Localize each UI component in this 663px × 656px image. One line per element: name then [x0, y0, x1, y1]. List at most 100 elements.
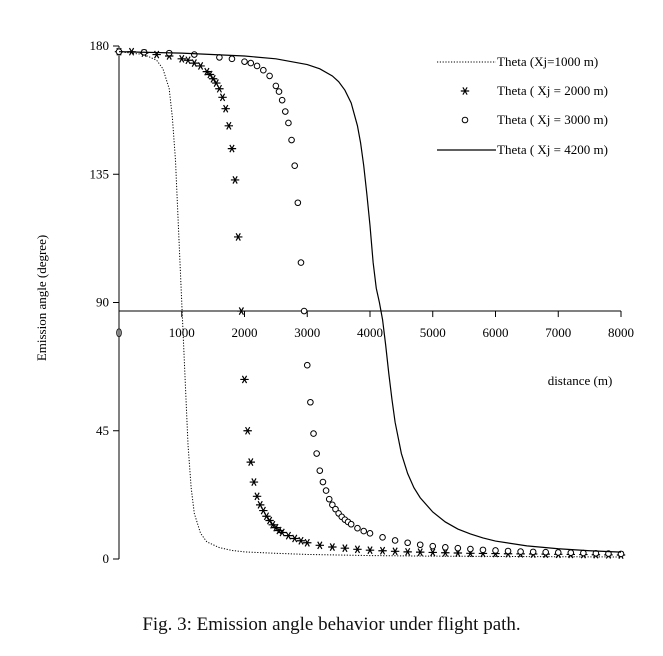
asterisk-marker: [296, 536, 306, 545]
asterisk-marker: [196, 62, 205, 70]
data-point: [259, 506, 268, 515]
data-point: [329, 501, 336, 509]
data-point: [281, 108, 289, 115]
data-point: [190, 59, 199, 68]
series-line: [118, 51, 622, 558]
x-tick-label: 1000: [169, 325, 195, 340]
data-point: [303, 361, 311, 369]
asterisk-marker: [303, 538, 312, 547]
x-tick-label: 5000: [420, 325, 446, 340]
data-point: [260, 66, 267, 74]
asterisk-marker: [340, 544, 350, 553]
data-point: [284, 531, 293, 540]
asterisk-marker: [177, 54, 186, 63]
data-point: [255, 500, 265, 509]
data-point: [221, 104, 230, 113]
legend: Theta (Xj=1000 m) Theta ( Xj = 2000 m) The…: [437, 54, 608, 157]
asterisk-marker: [255, 500, 265, 509]
data-point: [315, 541, 324, 550]
data-point: [297, 259, 305, 266]
y-axis: 0 45 90 135 180: [90, 38, 120, 566]
data-point: [479, 546, 487, 554]
data-point: [294, 199, 302, 207]
data-point: [303, 538, 312, 547]
data-point: [319, 478, 327, 486]
data-point: [310, 430, 317, 437]
legend-entry-3: Theta ( Xj = 3000 m): [461, 112, 608, 127]
data-point: [240, 375, 249, 384]
data-point: [332, 505, 339, 513]
y-tick-label: 180: [90, 38, 110, 53]
asterisk-marker: [208, 74, 218, 83]
asterisk-marker: [252, 492, 262, 501]
data-point: [340, 544, 350, 553]
x-axis: 0 1000 2000 3000 4000 5000 6000 7000 8000: [116, 310, 634, 340]
data-point: [243, 426, 252, 435]
asterisk-marker: [221, 104, 230, 113]
data-point: [191, 51, 198, 58]
data-point: [300, 307, 308, 315]
x-tick-label: 8000: [608, 325, 634, 340]
data-point: [404, 539, 411, 547]
y-tick-label: 135: [90, 166, 110, 181]
data-point: [224, 121, 234, 130]
legend-swatch: [461, 116, 469, 124]
asterisk-marker: [428, 548, 437, 557]
data-point: [252, 492, 262, 501]
asterisk-marker: [378, 546, 387, 555]
data-point: [237, 307, 246, 315]
figure-caption: Fig. 3: Emission angle behavior under fl…: [142, 614, 521, 635]
x-tick-label: 0: [116, 325, 123, 340]
data-point: [492, 547, 499, 554]
data-point: [277, 528, 287, 537]
asterisk-marker: [183, 56, 193, 65]
data-point: [249, 478, 259, 486]
data-point: [290, 534, 299, 543]
data-point: [554, 549, 562, 556]
legend-entry-1: Theta (Xj=1000 m): [437, 54, 598, 69]
data-point: [196, 62, 205, 70]
data-point: [183, 56, 193, 65]
legend-swatch: [460, 87, 470, 95]
data-point: [227, 144, 237, 153]
y-tick-label: 0: [103, 551, 110, 566]
asterisk-marker: [416, 548, 425, 557]
asterisk-marker: [215, 84, 224, 93]
asterisk-marker: [237, 307, 246, 315]
data-point: [230, 176, 240, 184]
legend-entry-2: Theta ( Xj = 2000 m): [460, 83, 608, 98]
data-point: [467, 545, 474, 553]
asterisk-marker: [441, 548, 450, 557]
asterisk-marker: [390, 547, 400, 556]
data-point: [517, 548, 524, 555]
data-point: [278, 96, 286, 104]
data-point: [218, 93, 227, 102]
data-point: [316, 467, 324, 474]
asterisk-marker: [224, 121, 234, 130]
x-tick-label: 2000: [232, 325, 258, 340]
data-point: [253, 62, 261, 70]
data-point: [366, 530, 374, 537]
y-axis-title: Emission angle (degree): [34, 235, 49, 361]
data-point: [347, 520, 355, 528]
asterisk-marker: [227, 144, 237, 153]
series-1: [118, 51, 622, 558]
asterisk-marker: [284, 531, 293, 540]
emission-angle-chart: 0 45 90 135 180 0 1000 2000 3000 4000 5000 6000 700…: [34, 38, 634, 566]
asterisk-marker: [243, 426, 252, 435]
data-point: [266, 72, 273, 80]
data-point: [360, 527, 368, 535]
data-point: [272, 82, 280, 90]
data-point: [215, 84, 224, 93]
data-point: [291, 162, 299, 169]
asterisk-marker: [190, 59, 199, 68]
data-point: [262, 512, 271, 521]
asterisk-marker: [212, 79, 221, 87]
data-point: [429, 542, 437, 550]
data-point: [177, 54, 186, 63]
data-point: [529, 548, 537, 556]
data-point: [228, 55, 236, 63]
data-point: [542, 548, 550, 556]
legend-label: Theta ( Xj = 3000 m): [497, 112, 608, 127]
data-point: [416, 541, 424, 549]
